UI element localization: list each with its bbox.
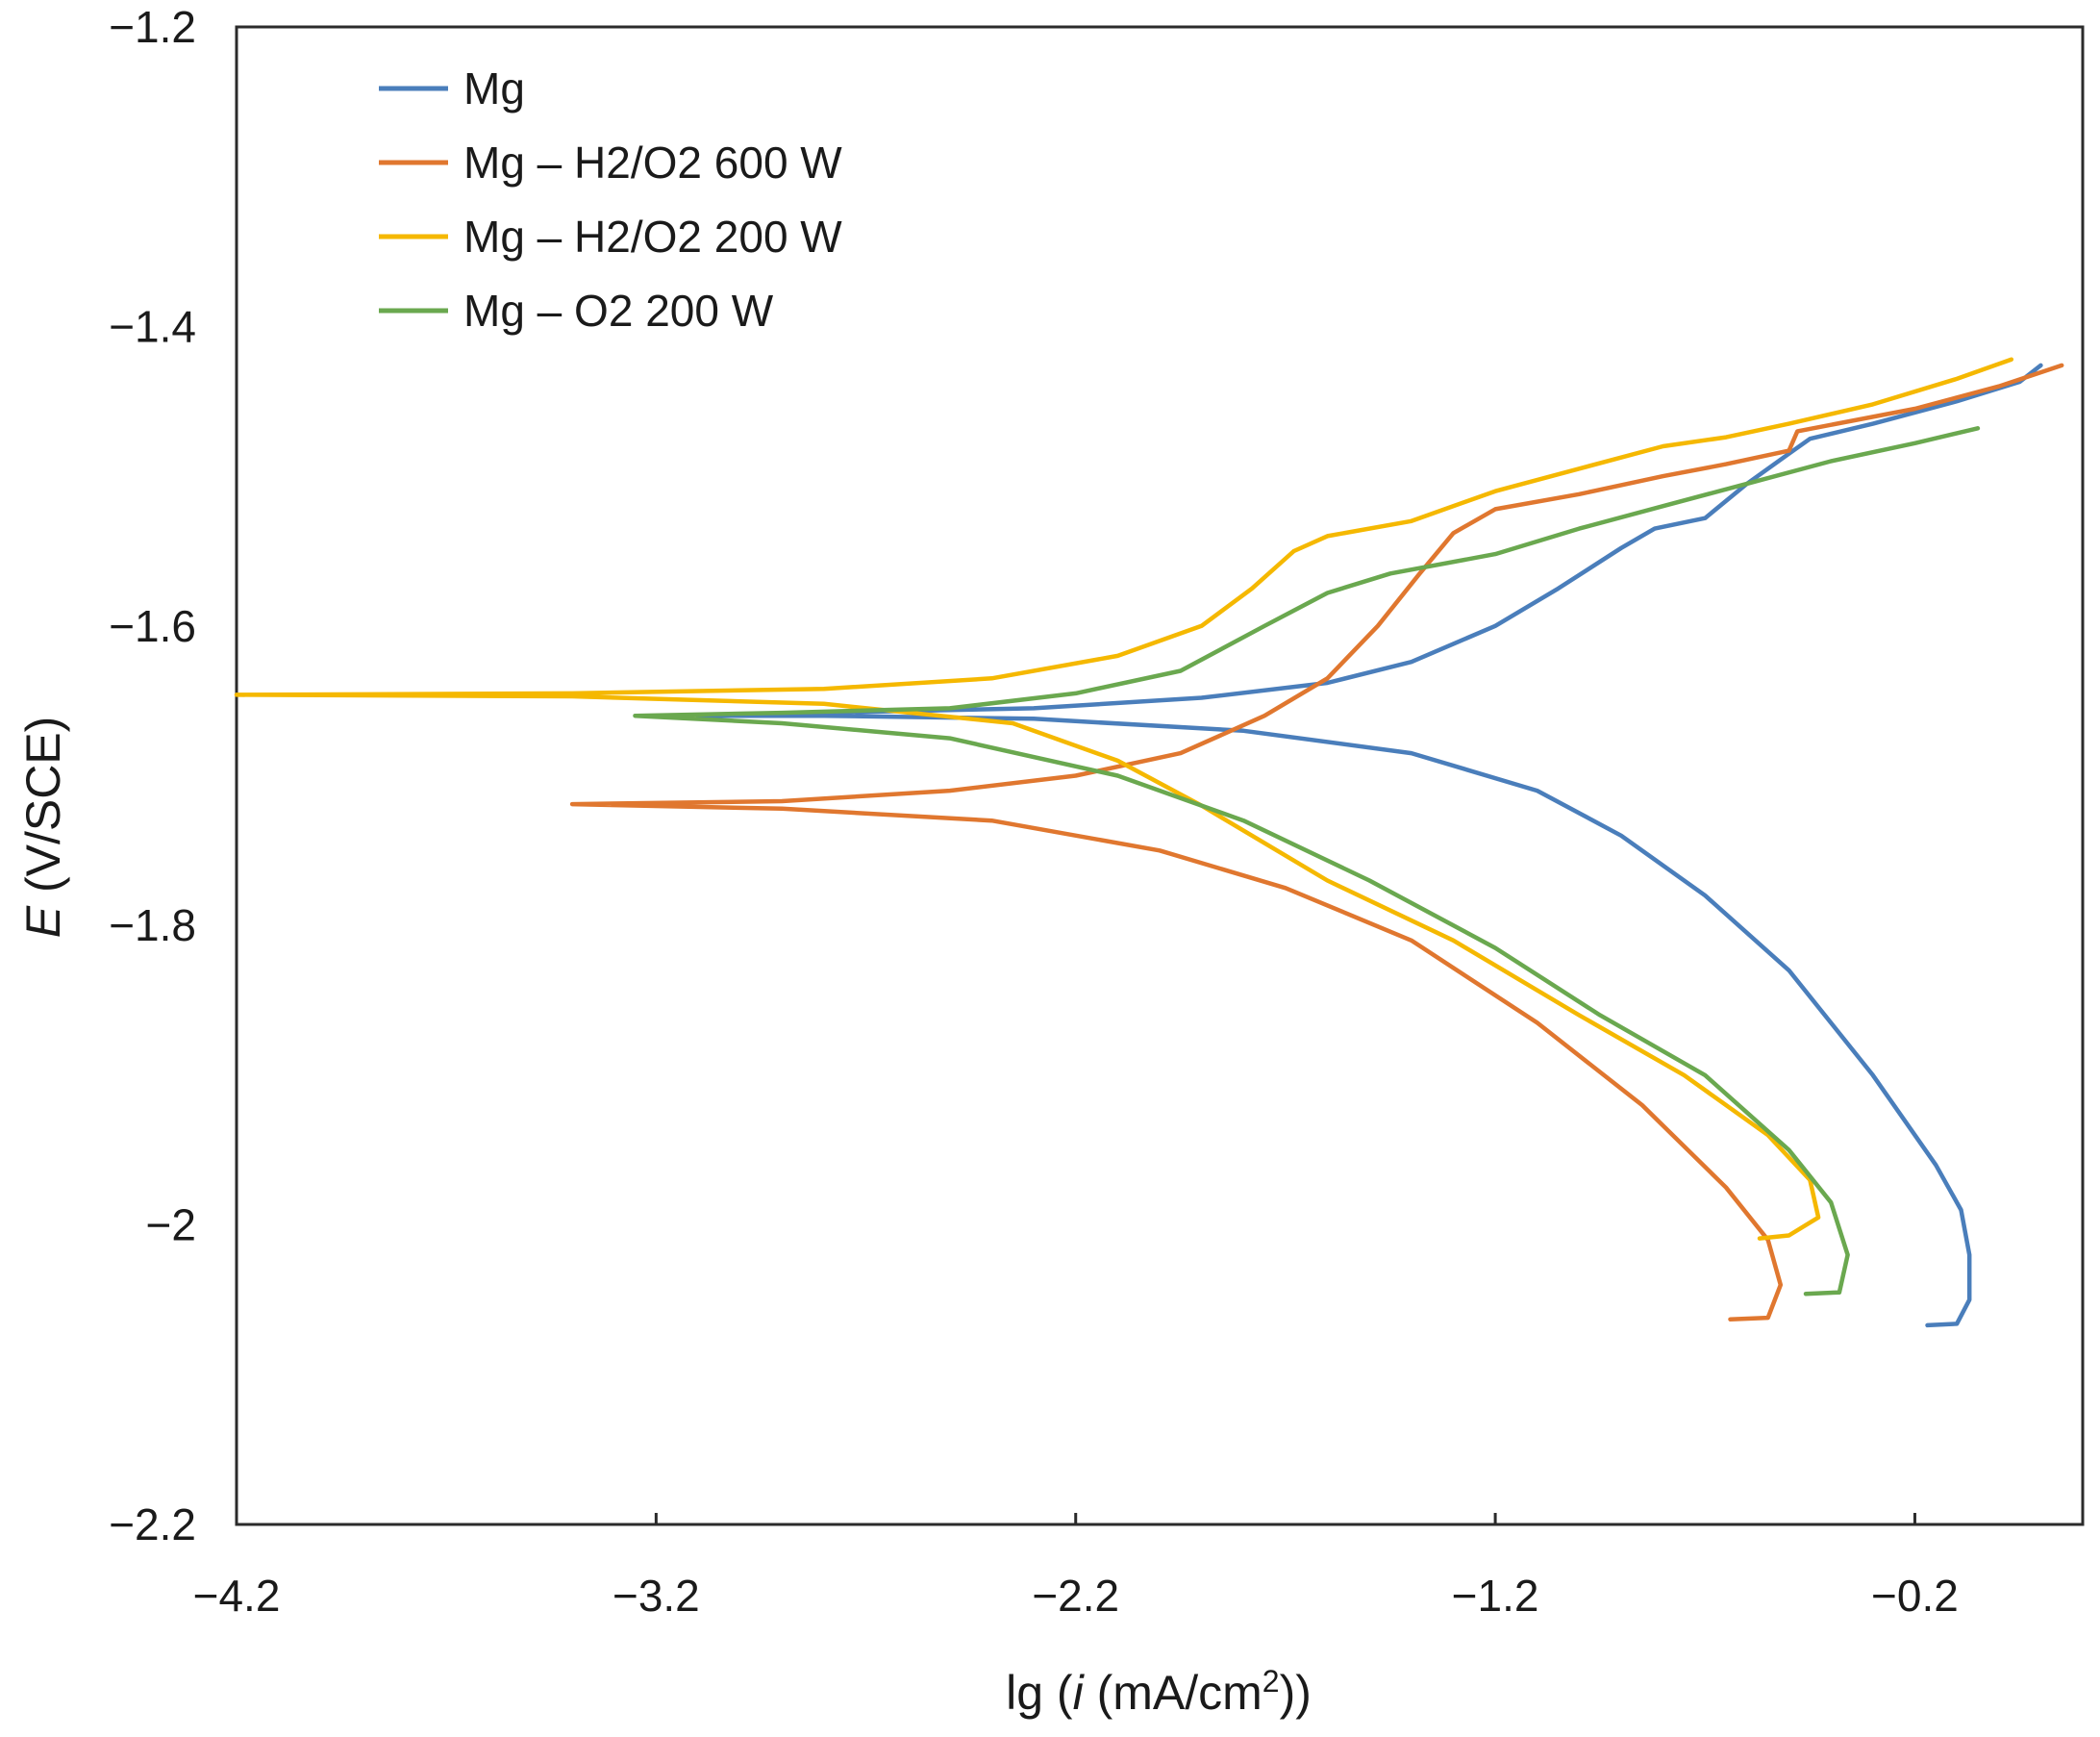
- y-tick-label: −1.4: [109, 301, 196, 351]
- x-axis-title-middle: (mA/cm: [1084, 1666, 1262, 1720]
- y-tick-label: −1.2: [109, 2, 196, 52]
- legend-label: Mg – H2/O2 200 W: [463, 212, 842, 262]
- x-tick-label: −1.2: [1452, 1571, 1539, 1621]
- y-tick-label: −1.6: [109, 601, 196, 651]
- x-axis-title-superscript: 2: [1262, 1664, 1280, 1699]
- legend-label: Mg – O2 200 W: [463, 286, 774, 336]
- x-tick-label: −2.2: [1032, 1571, 1119, 1621]
- plot-area-frame: [235, 25, 2085, 1526]
- series-line-1: [569, 363, 2064, 1322]
- y-axis-title-rest: (V/SCE): [16, 717, 70, 906]
- y-axis-title: E (V/SCE): [16, 717, 70, 939]
- x-axis-title-prefix: lg (: [1006, 1666, 1073, 1720]
- x-axis-ticks: −4.2 −3.2 −2.2 −1.2 −0.2: [193, 1513, 1959, 1621]
- y-tick-label: −1.8: [109, 900, 196, 950]
- x-tick-label: −0.2: [1871, 1571, 1959, 1621]
- legend-label: Mg – H2/O2 600 W: [463, 138, 842, 188]
- x-tick-label: −3.2: [612, 1571, 700, 1621]
- x-axis-title-italic: i: [1073, 1666, 1086, 1720]
- legend: Mg Mg – H2/O2 600 W Mg – H2/O2 200 W Mg – O…: [379, 63, 842, 336]
- y-axis-ticks: −1.2 −1.4 −1.6 −1.8 −2 −2.2: [109, 2, 196, 1549]
- y-axis-title-italic: E: [16, 905, 70, 938]
- series-line-0: [695, 363, 2043, 1328]
- x-tick-label: −4.2: [193, 1571, 281, 1621]
- series-line-3: [633, 426, 1981, 1296]
- y-tick-label: −2.2: [109, 1499, 196, 1549]
- series-line-2: [234, 357, 2014, 1241]
- legend-label: Mg: [463, 63, 525, 113]
- x-axis-title-suffix: )): [1280, 1666, 1312, 1720]
- curves: [234, 357, 2064, 1328]
- x-axis-title: lg (i (mA/cm2)): [1006, 1664, 1312, 1720]
- y-tick-label: −2: [146, 1200, 196, 1250]
